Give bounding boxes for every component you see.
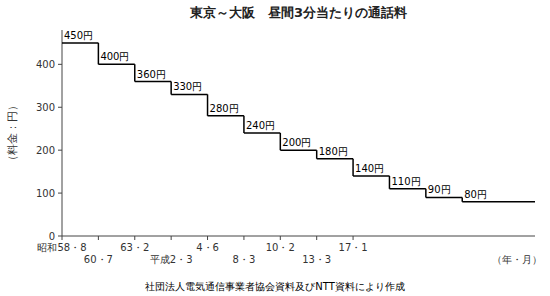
data-label: 360円 xyxy=(137,69,166,80)
y-tick-label: 200 xyxy=(36,145,55,156)
step-segment xyxy=(462,201,535,203)
step-riser xyxy=(352,159,354,176)
y-tick-label: 400 xyxy=(36,59,55,70)
y-tick-label: 100 xyxy=(36,188,55,199)
x-tick xyxy=(316,236,317,240)
y-tick-label: 0 xyxy=(49,231,55,242)
x-tick-label: 平成2・3 xyxy=(150,254,193,265)
step-segment xyxy=(353,175,389,177)
data-label: 200円 xyxy=(282,137,311,148)
data-label: 110円 xyxy=(391,176,420,187)
x-tick xyxy=(353,236,354,240)
x-tick xyxy=(243,236,244,240)
y-tick-label: 300 xyxy=(36,102,55,113)
y-tick xyxy=(58,150,62,151)
data-label: 240円 xyxy=(246,120,275,131)
step-riser xyxy=(243,116,245,133)
data-label: 280円 xyxy=(210,103,239,114)
y-tick xyxy=(58,107,62,108)
x-tick xyxy=(98,236,99,240)
data-label: 90円 xyxy=(428,184,451,195)
step-segment xyxy=(171,94,207,96)
step-riser xyxy=(207,94,209,115)
chart: 東京～大阪 昼間3分当たりの通話料 0 100 200 300 400 （料金：円） 昭和58… xyxy=(0,0,550,296)
x-tick-label: 昭和58・8 xyxy=(37,242,86,253)
data-label: 400円 xyxy=(100,51,129,62)
step-segment xyxy=(135,81,171,83)
x-tick-label: 13・3 xyxy=(302,254,331,265)
x-tick xyxy=(207,236,208,240)
footnote: 社団法人電気通信事業者協会資料及びNTT資料により作成 xyxy=(145,281,405,292)
data-label: 330円 xyxy=(173,81,202,92)
step-segment xyxy=(426,197,462,199)
x-tick-label: 63・2 xyxy=(120,242,149,253)
data-label: 140円 xyxy=(355,163,384,174)
data-label: 450円 xyxy=(64,30,93,41)
step-riser xyxy=(170,82,172,95)
x-tick-label: 8・3 xyxy=(233,254,256,265)
step-riser xyxy=(389,176,391,189)
step-segment xyxy=(98,64,134,66)
x-tick-label: 10・2 xyxy=(266,242,295,253)
x-tick xyxy=(62,236,63,240)
x-tick xyxy=(171,236,172,240)
step-segment xyxy=(208,115,244,117)
step-segment xyxy=(62,42,98,44)
x-axis-label: （年・月） xyxy=(492,254,542,265)
y-axis-line xyxy=(62,30,63,236)
step-riser xyxy=(134,64,136,81)
data-label: 80円 xyxy=(464,189,487,200)
x-axis-line xyxy=(62,236,535,237)
data-label: 180円 xyxy=(319,146,348,157)
x-tick-label: 60・7 xyxy=(84,254,113,265)
step-segment xyxy=(317,158,353,160)
step-riser xyxy=(98,43,100,64)
x-tick-label: 4・6 xyxy=(196,242,219,253)
y-tick xyxy=(58,64,62,65)
chart-container: 東京～大阪 昼間3分当たりの通話料 0 100 200 300 400 （料金：円） 昭和58… xyxy=(0,0,550,296)
title: 東京～大阪 昼間3分当たりの通話料 xyxy=(189,5,407,20)
x-tick xyxy=(280,236,281,240)
y-tick xyxy=(58,236,62,237)
step-segment xyxy=(244,132,280,134)
y-tick xyxy=(58,193,62,194)
step-segment xyxy=(280,149,316,151)
step-segment xyxy=(389,188,425,190)
plot-area xyxy=(62,43,535,202)
step-riser xyxy=(425,189,427,198)
x-tick xyxy=(134,236,135,240)
y-axis-label: （料金：円） xyxy=(6,100,18,166)
step-riser xyxy=(316,150,318,159)
x-tick-label: 17・1 xyxy=(339,242,368,253)
step-riser xyxy=(280,133,282,150)
